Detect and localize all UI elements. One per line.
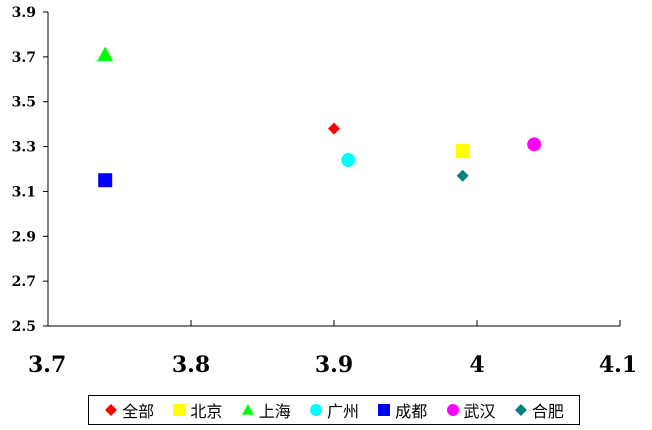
x-tick-label: 3.7 (28, 352, 66, 378)
x-tick-label: 4.1 (599, 352, 637, 378)
x-axis: 3.7 3.8 3.9 4 4.1 (28, 320, 637, 378)
legend-marker-shape (173, 404, 186, 416)
legend-label: 广州 (326, 402, 359, 421)
data-point (527, 137, 542, 152)
data-point (341, 153, 356, 168)
legend-marker-shape (309, 404, 322, 416)
legend-item: 广州 (309, 398, 359, 422)
data-points (97, 46, 542, 188)
legend-marker-icon (378, 404, 391, 416)
y-tick-label: 3.5 (12, 95, 36, 111)
y-tick-label: 3.9 (12, 5, 36, 21)
legend-item: 武汉 (446, 398, 496, 422)
data-point (98, 173, 113, 188)
data-point (328, 122, 340, 135)
legend-marker-shape (241, 404, 254, 415)
data-point (456, 169, 469, 182)
legend-marker-shape (378, 404, 391, 416)
legend-label: 成都 (395, 402, 428, 421)
y-tick-label: 3.7 (12, 50, 36, 66)
legend-label: 北京 (190, 402, 223, 421)
x-tick-label: 4 (469, 352, 484, 378)
y-tick-label: 2.7 (12, 274, 36, 290)
y-tick-label: 2.5 (12, 319, 36, 335)
scatter-chart: 2.5 2.7 2.9 3.1 3.3 3.5 3.7 3.9 3.7 3.8 3.9 4 4.1 (12, 5, 638, 378)
legend: 全部 北京 上海 广州 成都 武汉 合肥 (88, 395, 580, 425)
legend-label: 全部 (122, 402, 155, 421)
legend-marker-icon (241, 404, 254, 415)
legend-marker-icon (446, 404, 459, 416)
legend-marker-icon (514, 404, 527, 416)
legend-item: 成都 (377, 398, 427, 422)
legend-label: 上海 (258, 402, 291, 421)
y-tick-label: 2.9 (12, 229, 36, 245)
legend-item: 北京 (172, 398, 222, 422)
legend-marker-shape (514, 404, 527, 416)
y-tick-label: 3.3 (12, 140, 36, 156)
legend-marker-icon (309, 404, 322, 416)
legend-item: 全部 (104, 398, 154, 422)
legend-item: 合肥 (514, 398, 564, 422)
legend-marker-shape (446, 404, 459, 416)
data-point (97, 46, 114, 62)
legend-marker-icon (173, 404, 186, 416)
legend-label: 武汉 (463, 402, 496, 421)
data-point (455, 144, 470, 159)
x-tick-label: 3.8 (172, 352, 210, 378)
y-axis: 2.5 2.7 2.9 3.1 3.3 3.5 3.7 3.9 (12, 5, 49, 335)
legend-item: 上海 (241, 398, 291, 422)
legend-label: 合肥 (531, 402, 564, 421)
legend-marker-shape (105, 404, 118, 416)
x-tick-label: 3.9 (315, 352, 353, 378)
y-tick-label: 3.1 (12, 184, 36, 200)
legend-marker-icon (105, 404, 118, 416)
